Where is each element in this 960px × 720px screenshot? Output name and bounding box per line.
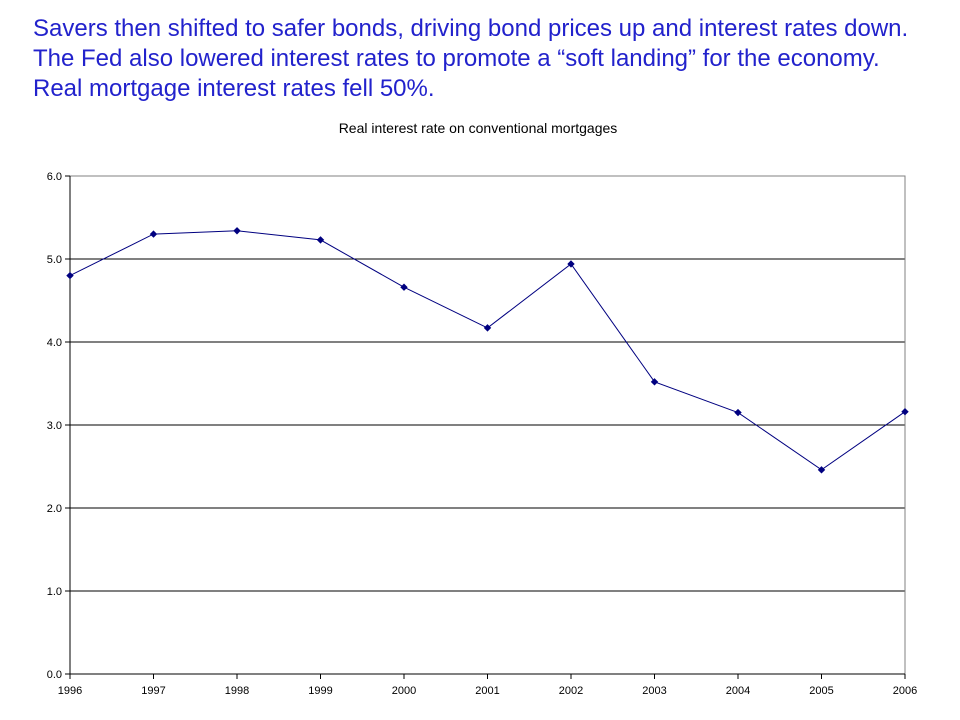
data-point [734, 408, 742, 417]
data-point [817, 466, 826, 474]
y-tick-label: 4.0 [47, 337, 62, 349]
y-tick-label: 6.0 [47, 171, 62, 183]
x-tick-label: 2005 [809, 685, 833, 697]
y-tick-label: 3.0 [47, 420, 62, 432]
y-tick-label: 5.0 [47, 254, 62, 266]
data-point [233, 227, 241, 235]
data-point [901, 408, 909, 416]
x-tick-label: 1999 [308, 685, 332, 697]
data-point [567, 260, 575, 268]
chart-title: Real interest rate on conventional mortg… [339, 120, 618, 136]
x-tick-label: 2002 [559, 685, 583, 697]
x-tick-label: 2000 [392, 685, 416, 697]
data-point [316, 236, 325, 244]
gridlines [70, 175, 905, 675]
series-line [69, 230, 906, 471]
data-point [483, 324, 492, 332]
y-tick-label: 1.0 [47, 586, 62, 598]
x-tick-label: 2001 [475, 685, 499, 697]
y-tick-label: 2.0 [47, 503, 62, 515]
x-axis: 1996 1997 1998 1999 2000 2001 2002 2003 2004 2005… [58, 176, 917, 697]
x-tick-label: 2003 [642, 685, 666, 697]
x-tick-label: 1997 [141, 685, 165, 697]
x-tick-label: 2006 [893, 685, 917, 697]
x-tick-label: 1996 [58, 685, 82, 697]
data-point [149, 230, 158, 238]
slide-text: Savers then shifted to safer bonds, driv… [33, 15, 909, 102]
series [66, 227, 909, 474]
y-tick-label: 0.0 [47, 669, 62, 681]
data-point [650, 378, 659, 386]
data-point [400, 283, 408, 291]
x-tick-label: 2004 [726, 685, 750, 697]
data-point [66, 271, 74, 280]
x-tick-label: 1998 [225, 685, 249, 697]
y-axis: 0.0 1.0 2.0 3.0 4.0 5.0 6.0 [47, 171, 70, 681]
